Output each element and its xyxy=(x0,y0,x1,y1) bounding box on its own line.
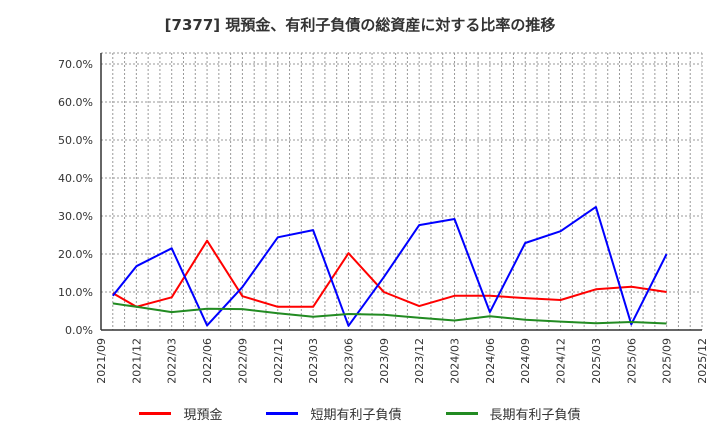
x-tick-label: 2025/06 xyxy=(625,338,638,384)
legend-swatch-red xyxy=(139,412,172,415)
x-tick-label: 2023/06 xyxy=(342,338,355,384)
y-tick-label: 20.0% xyxy=(58,248,93,261)
legend-label: 長期有利子負債 xyxy=(489,408,581,423)
plot-area xyxy=(101,53,702,330)
x-tick-label: 2022/09 xyxy=(236,338,249,384)
x-tick-label: 2022/03 xyxy=(166,338,179,384)
y-tick-label: 30.0% xyxy=(58,210,93,223)
legend-item-short-term-debt: 短期有利子負債 xyxy=(266,404,402,423)
y-tick-label: 70.0% xyxy=(58,58,93,71)
x-tick-label: 2024/09 xyxy=(519,338,532,384)
x-tick-label: 2021/09 xyxy=(95,338,108,384)
x-tick-label: 2023/12 xyxy=(413,338,426,384)
x-tick-label: 2023/03 xyxy=(307,338,320,384)
x-tick-label: 2025/12 xyxy=(696,338,709,384)
chart-title: [7377] 現預金、有利子負債の総資産に対する比率の推移 xyxy=(164,16,556,34)
x-tick-label: 2023/09 xyxy=(378,338,391,384)
x-tick-label: 2025/09 xyxy=(661,338,674,384)
legend-swatch-green xyxy=(445,412,478,415)
x-tick-label: 2021/12 xyxy=(130,338,143,384)
line-long-term-debt xyxy=(112,302,667,325)
x-tick-label: 2025/03 xyxy=(590,338,603,384)
line-short-term-debt xyxy=(112,205,668,327)
y-tick-label: 50.0% xyxy=(58,134,93,147)
x-tick-label: 2022/12 xyxy=(272,338,285,384)
line-cash xyxy=(112,239,667,308)
legend-item-long-term-debt: 長期有利子負債 xyxy=(445,404,581,423)
x-tick-label: 2024/06 xyxy=(484,338,497,384)
y-tick-label: 10.0% xyxy=(58,286,93,299)
legend: 現預金 短期有利子負債 長期有利子負債 xyxy=(0,404,720,423)
x-tick-label: 2024/12 xyxy=(555,338,568,384)
x-tick-label: 2024/03 xyxy=(449,338,462,384)
x-tick-label: 2022/06 xyxy=(201,338,214,384)
y-tick-label: 40.0% xyxy=(58,172,93,185)
legend-swatch-blue xyxy=(266,412,299,415)
legend-label: 短期有利子負債 xyxy=(310,408,402,423)
legend-label: 現預金 xyxy=(183,408,223,423)
y-tick-label: 60.0% xyxy=(58,96,93,109)
y-tick-label: 0.0% xyxy=(65,324,93,337)
legend-item-cash: 現預金 xyxy=(139,404,222,423)
